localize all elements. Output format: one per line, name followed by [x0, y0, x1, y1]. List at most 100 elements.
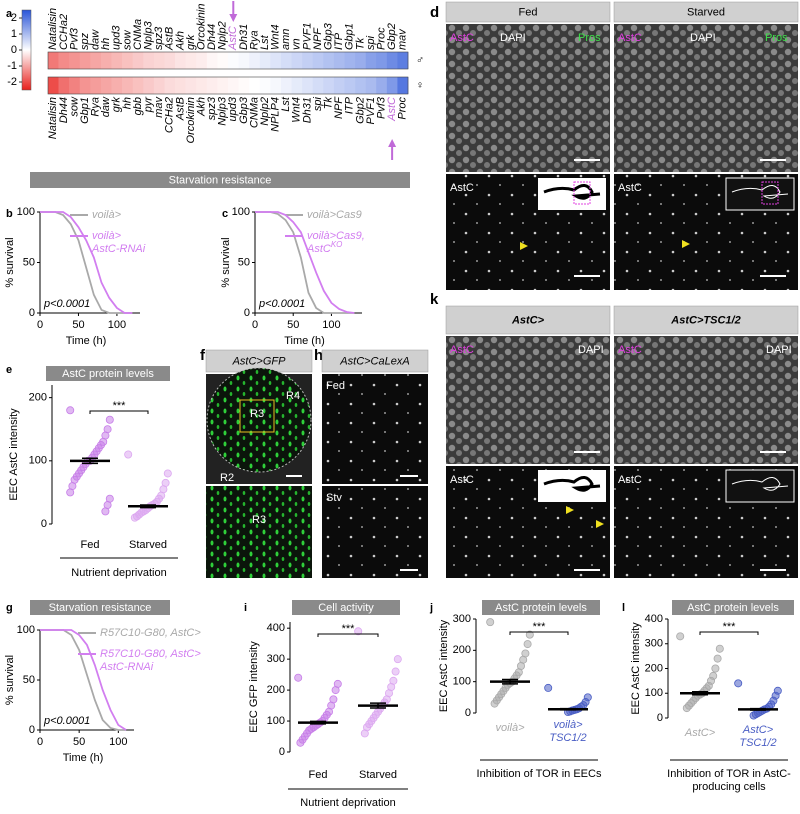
- gene-label: mav: [397, 28, 409, 50]
- heat-row-frame: [47, 51, 409, 70]
- heat-cell: [111, 52, 123, 69]
- significance-bracket: [89, 410, 149, 414]
- y-tick-label: 0: [657, 712, 663, 724]
- gene-label: AstC: [227, 26, 239, 51]
- gene-label: spz3: [206, 96, 218, 120]
- gene-label: spz3: [153, 26, 165, 50]
- survival-curve: [255, 211, 355, 314]
- title-banner: [292, 600, 400, 615]
- y-tick-label: 100: [453, 676, 471, 688]
- heat-cell: [122, 77, 134, 94]
- column-title: AstC>CaLexA: [339, 355, 409, 367]
- gene-label: Orcokinin: [185, 97, 197, 143]
- gene-label: Proc: [397, 97, 409, 120]
- heat-cell: [206, 77, 218, 94]
- column-title: AstC>: [511, 314, 545, 326]
- x-tick-label: AstC>: [742, 724, 774, 736]
- chart-title: Cell activity: [318, 602, 374, 614]
- gene-label: PVF1: [365, 97, 377, 125]
- x-tick-label: 50: [73, 736, 85, 748]
- gene-label: Tk: [354, 37, 366, 50]
- y-tick-label: 100: [17, 206, 35, 218]
- error-bar: [502, 678, 518, 685]
- highlight-arrow: [229, 1, 238, 22]
- y-tick-label: 400: [267, 622, 285, 634]
- heat-cell: [175, 77, 186, 94]
- arrowhead: [566, 506, 574, 514]
- x-tick-label: Fed: [309, 769, 328, 781]
- heat-cell: [164, 77, 176, 94]
- y-tick-label: 100: [645, 687, 663, 699]
- gene-label: Dh44: [58, 97, 70, 123]
- gene-label: Dh31: [238, 24, 250, 50]
- heat-cell: [249, 77, 261, 94]
- legend-label: R57C10-G80, AstC>: [100, 648, 201, 660]
- heat-cell: [270, 77, 282, 94]
- panel-label: b: [6, 208, 13, 220]
- heat-cell: [111, 77, 123, 94]
- heat-cell: [302, 52, 314, 69]
- x-tick-label: Starved: [359, 769, 397, 781]
- panel-label: a: [6, 8, 13, 20]
- x-tick-label: 50: [72, 319, 84, 331]
- gene-label: Gbp2: [354, 97, 366, 124]
- legend-label: AstCKO: [306, 240, 342, 255]
- region-label: R3: [252, 514, 266, 526]
- gene-label: grk: [185, 34, 197, 50]
- stain-label: AstC: [450, 474, 474, 486]
- data-point: [354, 627, 363, 636]
- significance-bracket: [509, 631, 569, 635]
- micrograph: [206, 486, 312, 578]
- gene-label: sow: [121, 29, 133, 50]
- heat-cell: [238, 52, 250, 69]
- gene-label: ITP: [344, 96, 356, 114]
- gut-schematic: [543, 184, 601, 200]
- panel-label: g: [6, 602, 13, 614]
- column-header: [445, 1, 611, 23]
- x-tick-label: voilà>: [495, 722, 525, 734]
- panel-label: j: [429, 602, 433, 614]
- heat-cell: [100, 52, 112, 69]
- panel-f: f AstC>GFP R4 R3 R2 R3: [200, 347, 313, 578]
- significance-bracket: [699, 631, 759, 635]
- heat-cell: [259, 77, 271, 94]
- section-title: Starvation resistance: [169, 174, 272, 186]
- zoom-box: [239, 399, 275, 433]
- stain-label: DAPI: [766, 344, 792, 356]
- heat-cell: [79, 77, 91, 94]
- heat-cell: [270, 52, 282, 69]
- data-point: [391, 667, 400, 676]
- panel-label: i: [244, 602, 247, 614]
- gene-label: ITP: [333, 32, 345, 50]
- heat-cell: [164, 52, 176, 69]
- heat-cell: [217, 52, 229, 69]
- heat-cell: [344, 77, 356, 94]
- legend-label: R57C10-G80, AstC>: [100, 627, 201, 639]
- heat-cell: [280, 52, 292, 69]
- gene-label: PVF1: [301, 22, 313, 50]
- panel-h: h AstC>CaLexA Fed Stv: [314, 347, 429, 578]
- section-banner: [30, 172, 410, 188]
- heat-cell: [397, 77, 409, 94]
- data-point: [393, 655, 402, 664]
- heat-cell: [90, 52, 102, 69]
- x-axis-label: Time (h): [63, 752, 104, 764]
- gene-label: Rya: [248, 30, 260, 50]
- gut-schematic: [543, 476, 601, 492]
- gene-label: CCHa2: [58, 14, 70, 50]
- stain-label: AstC: [450, 344, 474, 356]
- y-tick-label: 0: [465, 707, 471, 719]
- colorbar-tick-label: 1: [11, 28, 17, 40]
- heat-cell: [355, 52, 366, 69]
- y-axis-label: EEC AstC intensity: [438, 619, 450, 712]
- gene-label: Lst: [259, 34, 271, 50]
- gene-label: mav: [153, 96, 165, 118]
- heat-cell: [132, 77, 144, 94]
- x-axis-label: Time (h): [66, 335, 107, 347]
- heat-cell: [143, 52, 155, 69]
- gene-label: amn: [280, 29, 292, 50]
- gene-label: Orcokinin: [195, 4, 207, 50]
- y-tick-label: 200: [453, 644, 471, 656]
- heat-cell: [122, 52, 134, 69]
- gene-label: Dh44: [206, 24, 218, 50]
